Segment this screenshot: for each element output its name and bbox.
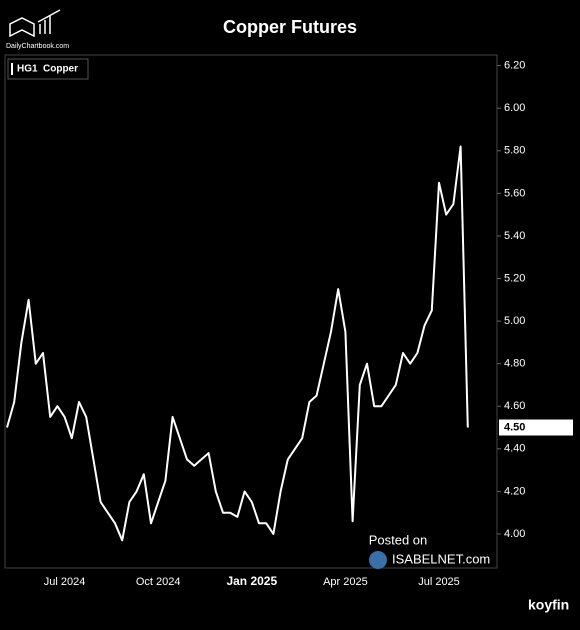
- watermark-line2: ISABELNET.com: [392, 551, 490, 566]
- last-value-box: [499, 419, 573, 436]
- y-tick-label: 4.80: [504, 358, 525, 370]
- y-tick-label: 5.40: [504, 230, 525, 242]
- brand: koyfin: [528, 597, 569, 613]
- y-tick-label: 4.40: [504, 443, 525, 455]
- y-tick-label: 5.60: [504, 187, 525, 199]
- x-tick-label: Jul 2024: [44, 576, 86, 588]
- y-tick-label: 6.00: [504, 102, 525, 114]
- y-tick-label: 4.20: [504, 485, 525, 497]
- y-tick-label: 5.80: [504, 145, 525, 157]
- x-tick-label: Jan 2025: [226, 574, 277, 588]
- y-tick-label: 5.00: [504, 315, 525, 327]
- chart-title: Copper Futures: [223, 17, 357, 37]
- source-logo: DailyChartbook.com: [6, 43, 69, 50]
- legend-ticker: HG1: [17, 64, 38, 75]
- plot-frame: [4, 54, 498, 569]
- x-tick-label: Oct 2024: [136, 576, 181, 588]
- x-tick-label: Apr 2025: [323, 576, 368, 588]
- last-value-label: 4.50: [504, 421, 525, 433]
- y-tick-label: 4.00: [504, 528, 525, 540]
- watermark-icon: [369, 551, 387, 569]
- logo-icon: [9, 9, 61, 38]
- y-tick-label: 4.60: [504, 400, 525, 412]
- watermark-line1: Posted on: [369, 532, 428, 547]
- y-tick-label: 6.20: [504, 60, 525, 72]
- legend-box: [7, 58, 89, 80]
- x-tick-label: Jul 2025: [418, 576, 460, 588]
- legend-label: Copper: [43, 64, 78, 75]
- series-line: [6, 145, 469, 542]
- y-tick-label: 5.20: [504, 272, 525, 284]
